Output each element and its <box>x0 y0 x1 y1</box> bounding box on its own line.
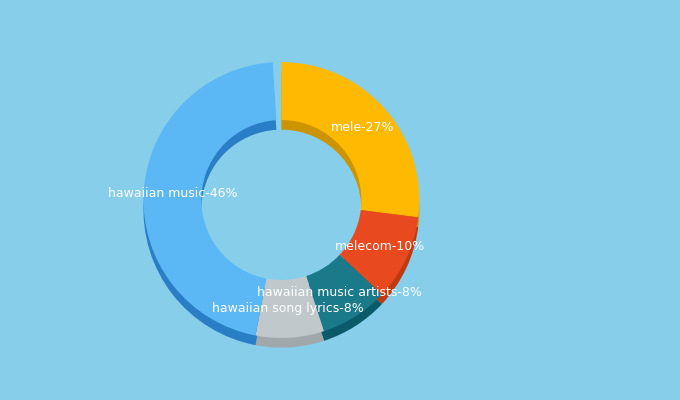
Wedge shape <box>143 62 276 336</box>
Text: mele-27%: mele-27% <box>331 122 395 134</box>
Text: hawaiian music-46%: hawaiian music-46% <box>108 187 237 200</box>
Text: melecom-10%: melecom-10% <box>335 240 425 253</box>
Wedge shape <box>256 276 324 338</box>
Wedge shape <box>282 72 420 227</box>
Wedge shape <box>306 264 382 341</box>
Wedge shape <box>256 286 324 348</box>
Wedge shape <box>143 72 276 345</box>
Text: hawaiian music artists-8%: hawaiian music artists-8% <box>257 286 422 298</box>
Wedge shape <box>340 220 418 304</box>
Wedge shape <box>306 255 382 331</box>
Wedge shape <box>340 210 418 294</box>
Wedge shape <box>282 62 420 217</box>
Text: hawaiian song lyrics-8%: hawaiian song lyrics-8% <box>212 302 364 315</box>
